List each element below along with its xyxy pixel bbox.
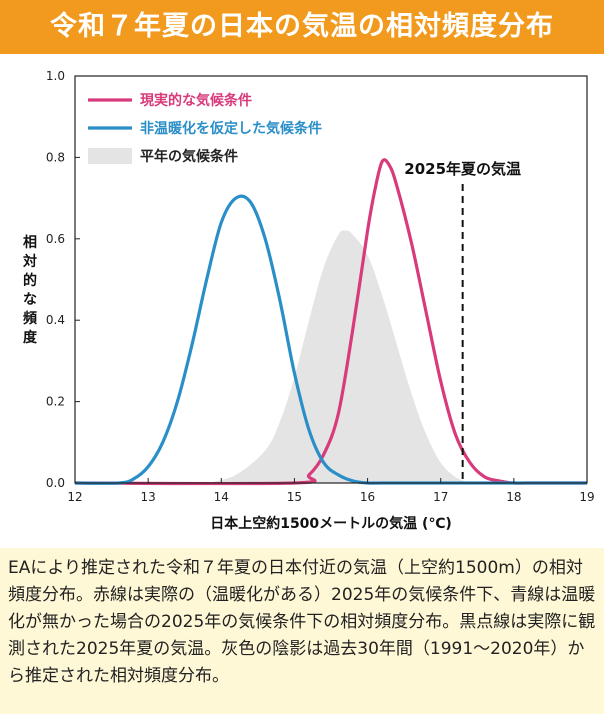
- x-tick-label: 15: [287, 490, 302, 504]
- x-tick-label: 12: [67, 490, 82, 504]
- axis-layer: 12 13 14 15 16 17 18 19 0.0 0.2 0.4 0.6 0.8 1.0: [46, 69, 595, 504]
- frame-layer: [74, 75, 588, 484]
- no-warming-climate-legend-label: 非温暖化を仮定した気候条件: [140, 120, 322, 137]
- realistic-climate-legend-label: 現実的な気候条件: [140, 92, 252, 109]
- normal-climate-legend-swatch: [88, 148, 132, 164]
- y-tick-label: 0.8: [46, 150, 65, 164]
- y-tick-label: 0.2: [46, 395, 65, 409]
- chart-panel: 12 13 14 15 16 17 18 19 0.0 0.2 0.4 0.6 0.8 1.0 現実的な気…: [0, 62, 604, 548]
- line-layer: [74, 158, 587, 486]
- no-warming-climate-line: [74, 194, 587, 485]
- title-banner-bar: [0, 0, 604, 54]
- y-tick-label: 1.0: [46, 69, 65, 83]
- x-tick-label: 13: [141, 490, 156, 504]
- title-banner: 令和７年夏の日本の気温の相対頻度分布: [0, 0, 604, 62]
- y-tick-label: 0.6: [46, 232, 65, 246]
- normal-climate-legend-label: 平年の気候条件: [140, 148, 238, 165]
- y-tick-label: 0.0: [46, 476, 65, 490]
- x-tick-label: 14: [214, 490, 229, 504]
- y-axis-label: 相対的な頻度: [22, 234, 38, 346]
- frequency-chart: 12 13 14 15 16 17 18 19 0.0 0.2 0.4 0.6 0.8 1.0 現実的な気…: [22, 69, 595, 532]
- figure-caption: EAにより推定された令和７年夏の日本付近の気温（上空約1500m）の相対頻度分布…: [8, 558, 596, 686]
- y-tick-label: 0.4: [46, 313, 65, 327]
- page-title: 令和７年夏の日本の気温の相対頻度分布: [50, 11, 554, 42]
- x-tick-label: 17: [433, 490, 448, 504]
- x-tick-label: 18: [506, 490, 521, 504]
- observed-temperature-annotation: 2025年夏の気温: [404, 160, 521, 178]
- x-tick-label: 19: [579, 490, 594, 504]
- x-axis-label: 日本上空約1500メートルの気温 (℃): [210, 515, 452, 532]
- normal-climate-area: [206, 230, 470, 483]
- plot-frame: [74, 75, 588, 484]
- area-layer: [206, 230, 470, 483]
- x-tick-label: 16: [360, 490, 375, 504]
